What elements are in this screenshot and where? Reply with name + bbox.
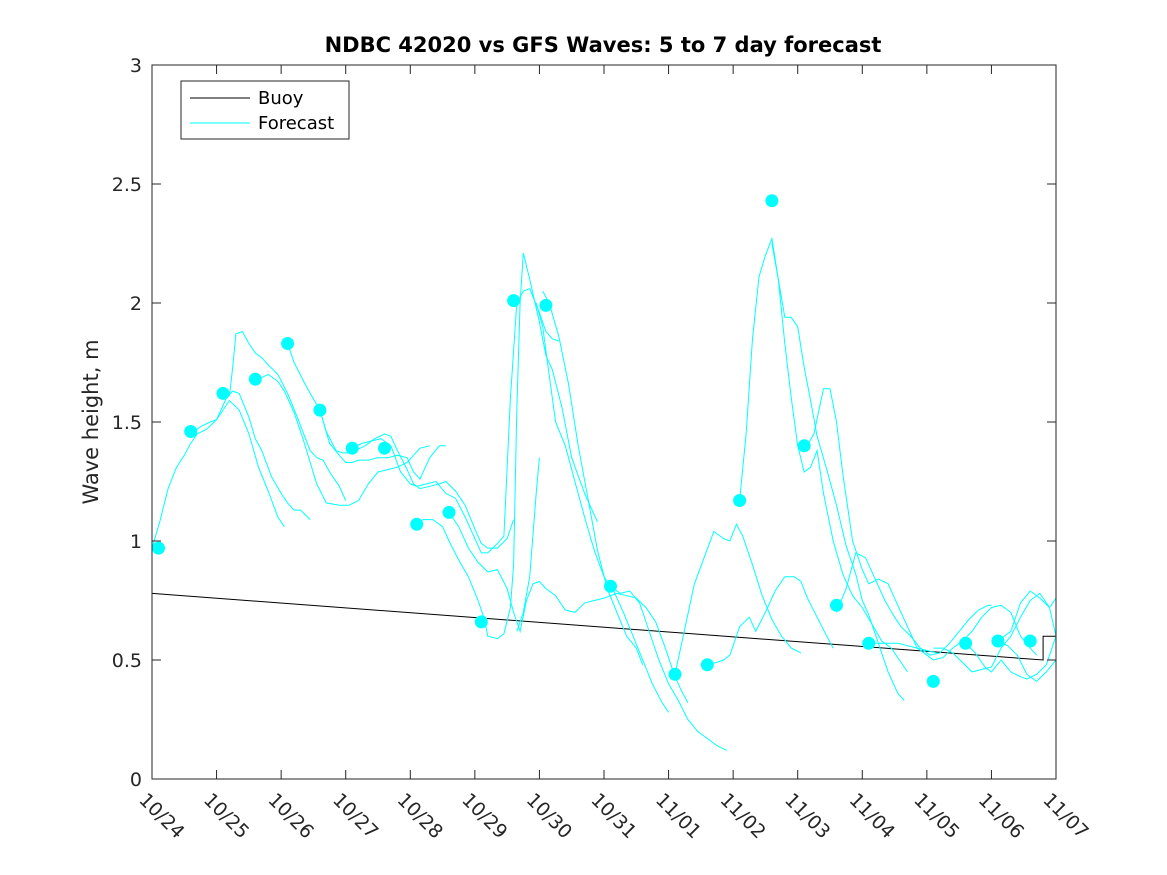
forecast-marker <box>378 441 391 455</box>
forecast-marker <box>604 579 617 593</box>
forecast-markers <box>152 194 1037 688</box>
forecast-run-line <box>836 552 992 656</box>
forecast-run-line <box>516 457 540 632</box>
forecast-marker <box>539 298 553 312</box>
forecast-marker <box>733 494 747 507</box>
forecast-run-line <box>448 512 689 704</box>
forecast-marker <box>248 372 262 386</box>
forecast-marker <box>765 194 779 208</box>
forecast-marker <box>474 615 488 629</box>
forecast-marker <box>216 386 230 400</box>
forecast-marker <box>345 441 359 455</box>
forecast-run-line <box>229 330 347 501</box>
y-axis: 0 0.5 1 1.5 2 2.5 3 <box>112 55 1056 791</box>
y-tick-label: 0 <box>130 769 142 791</box>
y-tick-label: 1 <box>130 531 142 553</box>
forecast-run-line <box>965 636 1057 680</box>
forecast-marker <box>1023 634 1037 648</box>
forecast-run-line <box>351 288 559 554</box>
forecast-marker <box>926 674 940 688</box>
forecast-marker <box>991 634 1005 648</box>
forecast-run-line <box>739 236 908 673</box>
forecast-marker <box>862 636 876 650</box>
forecast-run-line <box>803 388 937 654</box>
forecast-marker <box>507 294 521 308</box>
forecast-run-line <box>933 592 1057 673</box>
forecast-run-line <box>542 290 644 665</box>
forecast-run-line <box>997 640 1057 683</box>
forecast-marker <box>797 439 811 453</box>
series-layer <box>151 236 1057 751</box>
forecast-run-line <box>258 373 430 506</box>
y-tick-label: 2.5 <box>112 174 142 196</box>
forecast-run-line <box>190 390 311 520</box>
y-tick-label: 3 <box>130 55 142 77</box>
y-tick-label: 0.5 <box>112 650 142 672</box>
forecast-run-line <box>287 343 446 480</box>
forecast-run-line <box>416 252 598 640</box>
forecast-marker <box>184 425 198 438</box>
legend: Buoy Forecast <box>180 80 350 140</box>
forecast-marker <box>959 636 973 650</box>
forecast-run-line <box>674 523 802 675</box>
forecast-marker <box>700 658 714 672</box>
forecast-run-line <box>997 590 1057 642</box>
forecast-marker <box>152 541 165 555</box>
y-tick-label: 1.5 <box>112 412 142 434</box>
y-tick-label: 2 <box>130 293 142 315</box>
forecast-marker <box>281 337 295 350</box>
forecast-run-line <box>771 243 905 701</box>
legend-label-buoy: Buoy <box>258 88 304 109</box>
chart-title: NDBC 42020 vs GFS Waves: 5 to 7 day fore… <box>325 33 882 57</box>
forecast-run-line <box>610 585 727 751</box>
forecast-run-line <box>868 604 1037 661</box>
forecast-marker <box>668 667 682 681</box>
forecast-run-line <box>707 576 834 666</box>
forecast-run-line <box>535 302 670 713</box>
forecast-marker <box>313 403 327 417</box>
legend-box <box>180 80 350 140</box>
forecast-marker <box>830 598 843 612</box>
legend-label-forecast: Forecast <box>258 113 334 134</box>
buoy-line <box>151 592 1056 661</box>
forecast-marker <box>410 517 424 531</box>
plot-area <box>152 65 1056 779</box>
forecast-marker <box>442 505 456 519</box>
y-axis-label: Wave height, m <box>79 339 103 504</box>
